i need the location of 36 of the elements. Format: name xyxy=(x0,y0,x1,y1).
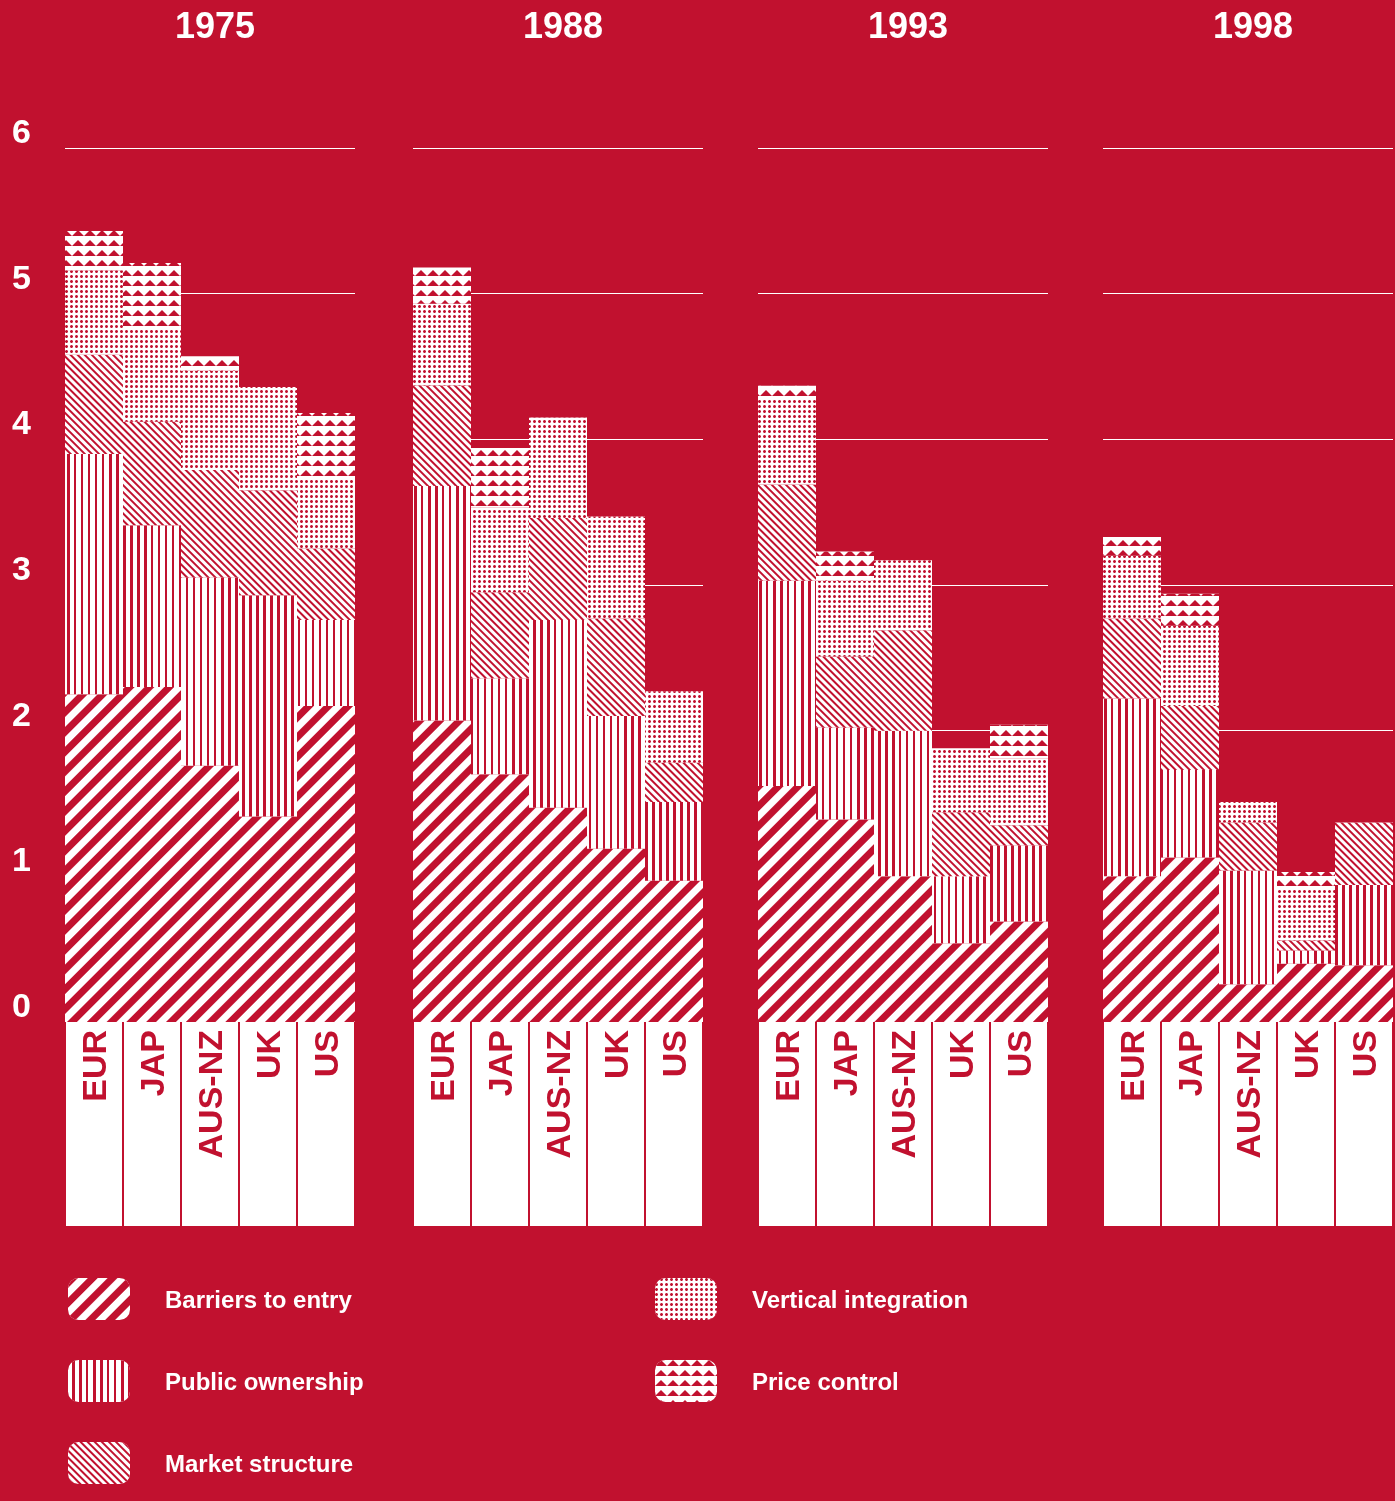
x-tick-label: EUR xyxy=(423,1030,461,1102)
y-tick-label: 5 xyxy=(12,257,31,296)
x-tick-label: US xyxy=(307,1030,345,1078)
x-tick-label: JAP xyxy=(826,1030,864,1097)
x-tick-label: UK xyxy=(1287,1029,1325,1080)
legend-label: Market structure xyxy=(165,1449,354,1477)
legend-label: Vertical integration xyxy=(752,1285,969,1313)
x-tick-label: EUR xyxy=(1113,1030,1151,1102)
y-tick-label: 3 xyxy=(12,549,31,587)
x-tick-label: US xyxy=(655,1030,693,1078)
x-tick-label: AUS-NZ xyxy=(539,1030,577,1159)
x-tick-label: JAP xyxy=(1171,1030,1209,1097)
x-tick-label: JAP xyxy=(481,1030,519,1097)
x-tick-label: US xyxy=(1345,1030,1383,1078)
x-tick-label: EUR xyxy=(768,1030,806,1102)
x-tick-label: JAP xyxy=(133,1030,171,1097)
x-tick-label: US xyxy=(1000,1030,1038,1078)
x-tick-label: AUS-NZ xyxy=(884,1030,922,1159)
chart-title: 1998 xyxy=(1212,4,1294,46)
x-tick-label: UK xyxy=(942,1029,980,1080)
y-tick-label: 2 xyxy=(12,694,31,733)
chart-title: 1988 xyxy=(522,4,604,46)
x-tick-label: AUS-NZ xyxy=(191,1030,229,1159)
y-tick-label: 4 xyxy=(12,403,32,442)
x-tick-label: UK xyxy=(249,1029,287,1080)
x-tick-label: EUR xyxy=(75,1030,113,1102)
legend-label: Public ownership xyxy=(165,1367,364,1395)
legend-label: Barriers to entry xyxy=(165,1285,353,1313)
y-tick-label: 6 xyxy=(12,112,31,150)
legend-label: Price control xyxy=(752,1367,899,1395)
x-tick-label: UK xyxy=(597,1029,635,1080)
y-tick-label: 1 xyxy=(12,840,31,879)
y-tick-label: 0 xyxy=(12,986,31,1024)
chart-title: 1993 xyxy=(867,4,949,46)
x-tick-label: AUS-NZ xyxy=(1229,1030,1267,1159)
chart-title: 1975 xyxy=(174,4,256,46)
